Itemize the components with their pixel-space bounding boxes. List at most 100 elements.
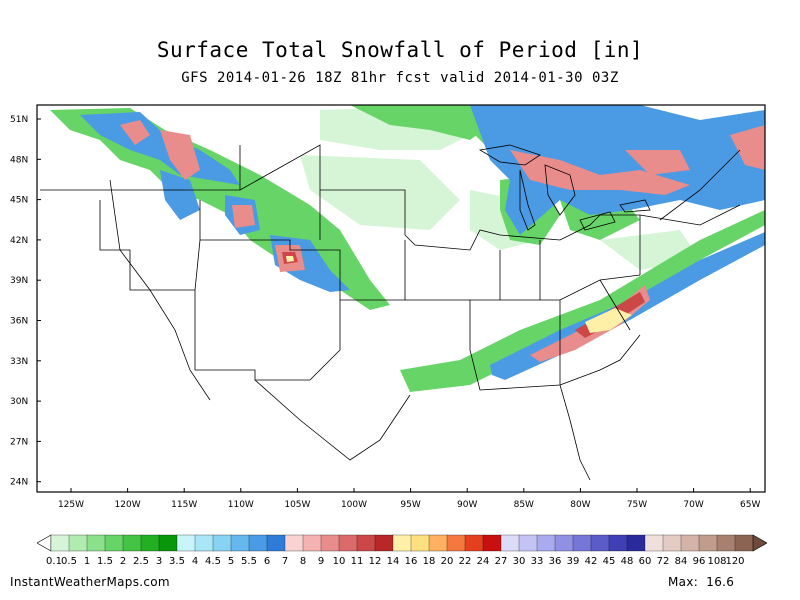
- latitude-axis: 51N 48N 45N 42N 39N 36N 33N 30N 27N 24N: [10, 115, 41, 488]
- legend-swatch: [248, 534, 268, 552]
- legend-swatch: [410, 534, 430, 552]
- legend-min-arrow: [37, 534, 52, 552]
- lat-label: 36N: [10, 317, 28, 327]
- color-legend: [37, 534, 767, 552]
- legend-label: 3.5: [169, 556, 185, 567]
- max-readout: Max: 16.6: [668, 575, 734, 589]
- legend-label: 30: [512, 556, 526, 567]
- lat-label: 27N: [10, 437, 28, 447]
- legend-swatch: [554, 534, 574, 552]
- legend-label: 2.5: [133, 556, 149, 567]
- legend-label: 16: [404, 556, 418, 567]
- great-lakes: [478, 144, 651, 231]
- lon-label: 95W: [400, 500, 420, 510]
- legend-swatch: [572, 534, 592, 552]
- legend-swatch: [662, 534, 682, 552]
- legend-swatch: [608, 534, 628, 552]
- legend-swatch: [500, 534, 520, 552]
- legend-label: 4.5: [205, 556, 221, 567]
- legend-max-arrow: [752, 534, 767, 552]
- legend-swatch: [266, 534, 286, 552]
- legend-swatch: [428, 534, 448, 552]
- map-frame: [36, 104, 766, 493]
- lon-label: 90W: [457, 500, 477, 510]
- legend-swatch: [212, 534, 232, 552]
- legend-swatch: [356, 534, 376, 552]
- legend-swatch: [302, 534, 322, 552]
- legend-swatch: [320, 534, 340, 552]
- lon-label: 115W: [171, 500, 197, 510]
- legend-swatch: [734, 534, 754, 552]
- lat-label: 42N: [10, 236, 28, 246]
- map-plot-area: [40, 105, 765, 481]
- legend-swatch: [392, 534, 412, 552]
- legend-swatch: [158, 534, 178, 552]
- lon-label: 70W: [683, 500, 703, 510]
- legend-label: 5.5: [241, 556, 257, 567]
- legend-swatch: [86, 534, 106, 552]
- lat-label: 51N: [10, 115, 28, 125]
- lon-label: 110W: [228, 500, 254, 510]
- legend-label: 14: [386, 556, 400, 567]
- chart-subtitle: GFS 2014-01-26 18Z 81hr fcst valid 2014-…: [181, 70, 619, 86]
- legend-swatch: [104, 534, 124, 552]
- legend-label: 36: [548, 556, 562, 567]
- legend-swatch: [176, 534, 196, 552]
- lon-label: 75W: [627, 500, 647, 510]
- legend-label: 84: [674, 556, 688, 567]
- legend-label: 33: [530, 556, 544, 567]
- legend-label: 9: [317, 556, 325, 567]
- legend-label: 39: [566, 556, 580, 567]
- legend-swatch: [140, 534, 160, 552]
- legend-swatch: [482, 534, 502, 552]
- lat-label: 39N: [10, 276, 28, 286]
- legend-label: 42: [584, 556, 598, 567]
- legend-label: 0.1: [46, 556, 62, 567]
- lon-label: 125W: [58, 500, 84, 510]
- legend-label: 24: [476, 556, 490, 567]
- legend-label: 108: [707, 556, 727, 567]
- legend-labels: 0.1 0.5 1 1.5 2 2.5 3 3.5 4 4.5 5 5.5 6 7 8 9 10 11 12 14 16…: [0, 556, 800, 570]
- legend-label: 1.5: [97, 556, 113, 567]
- longitude-axis: 125W 120W 115W 110W 105W 100W 95W 90W 85W 80W 75W 7…: [58, 488, 760, 510]
- lon-label: 105W: [284, 500, 310, 510]
- lon-label: 100W: [341, 500, 367, 510]
- legend-label: 6: [263, 556, 271, 567]
- legend-label: 7: [281, 556, 289, 567]
- legend-swatch: [374, 534, 394, 552]
- chart-title: Surface Total Snowfall of Period [in]: [156, 38, 644, 62]
- legend-label: 3: [155, 556, 163, 567]
- legend-label: 45: [602, 556, 616, 567]
- legend-label: 12: [368, 556, 382, 567]
- legend-label: 18: [422, 556, 436, 567]
- legend-swatch: [122, 534, 142, 552]
- legend-label: 8: [299, 556, 307, 567]
- legend-label: 27: [494, 556, 508, 567]
- legend-swatch: [446, 534, 466, 552]
- legend-label: 72: [656, 556, 670, 567]
- lat-label: 24N: [10, 478, 28, 488]
- legend-swatch: [626, 534, 646, 552]
- legend-swatch: [50, 534, 70, 552]
- legend-swatch: [590, 534, 610, 552]
- credit-text: InstantWeatherMaps.com: [10, 575, 170, 589]
- legend-swatch: [194, 534, 214, 552]
- legend-label: 120: [725, 556, 745, 567]
- legend-swatch: [518, 534, 538, 552]
- legend-swatch: [284, 534, 304, 552]
- legend-swatch: [68, 534, 88, 552]
- max-value: 16.6: [706, 575, 735, 589]
- legend-swatch: [464, 534, 484, 552]
- lon-label: 80W: [570, 500, 590, 510]
- legend-swatch: [338, 534, 358, 552]
- lat-label: 33N: [10, 357, 28, 367]
- legend-swatch: [644, 534, 664, 552]
- legend-label: 48: [620, 556, 634, 567]
- legend-label: 0.5: [61, 556, 77, 567]
- legend-label: 5: [227, 556, 235, 567]
- legend-swatch: [716, 534, 736, 552]
- legend-label: 22: [458, 556, 472, 567]
- lat-label: 45N: [10, 196, 28, 206]
- legend-label: 4: [191, 556, 199, 567]
- legend-label: 10: [332, 556, 346, 567]
